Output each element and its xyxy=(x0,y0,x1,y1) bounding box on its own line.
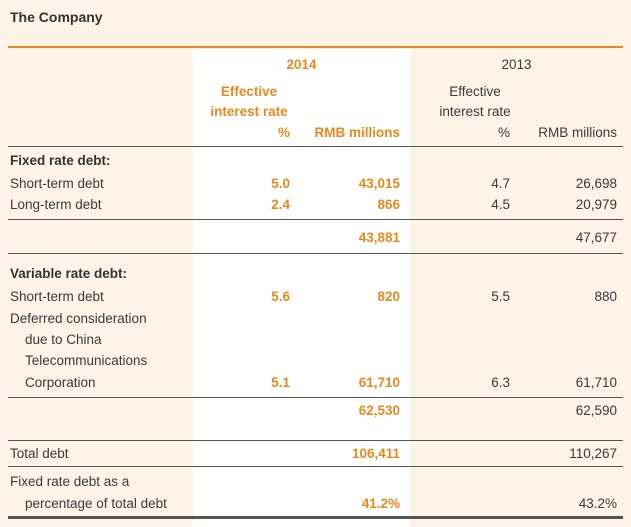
bottom-rule xyxy=(8,516,623,519)
fixed-subtotal-2013: 47,677 xyxy=(575,230,617,245)
variable-subtotal-2013: 62,590 xyxy=(575,403,617,418)
total-debt-2014: 106,411 xyxy=(351,446,400,461)
percentage-label-line2: percentage of total debt xyxy=(25,496,167,511)
deferred-label-line2: due to China xyxy=(25,332,102,347)
fixed-row-label: Long-term debt xyxy=(10,197,102,212)
deferred-label-line3: Telecommunications xyxy=(25,353,148,368)
header-year-2014: 2014 xyxy=(286,57,317,72)
highlight-column-2014 xyxy=(193,49,410,527)
fixed-row-rate-2013: 4.5 xyxy=(491,197,510,212)
fixed-row-label: Short-term debt xyxy=(10,176,104,191)
fixed-row-amount-2014: 866 xyxy=(377,197,400,212)
deferred-label-line1: Deferred consideration xyxy=(10,311,147,326)
header-rmb-2014: RMB millions xyxy=(314,125,400,140)
variable-rate-heading: Variable rate debt: xyxy=(10,266,128,281)
fixed-row-amount-2013: 20,979 xyxy=(575,197,617,212)
fixed-row-rate-2014: 2.4 xyxy=(271,197,290,212)
variable-row-amount-2013: 880 xyxy=(594,289,617,304)
deferred-amount-2014: 61,710 xyxy=(358,375,400,390)
fixed-row-rate-2013: 4.7 xyxy=(491,176,510,191)
variable-subtotal-rule xyxy=(8,397,623,398)
header-pct-2013: % xyxy=(497,125,510,140)
total-bottom-rule xyxy=(8,466,623,467)
header-interest-rate-2014: interest rate xyxy=(210,104,288,119)
fixed-rate-heading: Fixed rate debt: xyxy=(10,153,111,168)
fixed-row-rate-2014: 5.0 xyxy=(271,176,290,191)
percentage-2014: 41.2% xyxy=(361,496,400,511)
variable-row-rate-2013: 5.5 xyxy=(491,289,510,304)
total-debt-2013: 110,267 xyxy=(569,446,617,461)
header-rule xyxy=(8,146,623,147)
deferred-label-line4: Corporation xyxy=(25,375,96,390)
top-rule xyxy=(8,46,623,48)
deferred-rate-2013: 6.3 xyxy=(491,375,510,390)
header-rmb-2013: RMB millions xyxy=(538,125,617,140)
variable-row-amount-2014: 820 xyxy=(377,289,400,304)
fixed-subtotal-2014: 43,881 xyxy=(358,230,400,245)
deferred-amount-2013: 61,710 xyxy=(575,375,617,390)
header-interest-rate-2013: interest rate xyxy=(439,104,511,119)
percentage-label-line1: Fixed rate debt as a xyxy=(10,474,130,489)
header-year-2013: 2013 xyxy=(501,57,532,72)
variable-row-rate-2014: 5.6 xyxy=(271,289,290,304)
variable-subtotal-2014: 62,530 xyxy=(358,403,400,418)
total-debt-label: Total debt xyxy=(10,446,69,461)
fixed-row-amount-2014: 43,015 xyxy=(358,176,400,191)
total-top-rule xyxy=(8,440,623,441)
deferred-rate-2014: 5.1 xyxy=(271,375,290,390)
header-pct-2014: % xyxy=(277,125,290,140)
header-effective-2014: Effective xyxy=(220,84,278,99)
table-title: The Company xyxy=(10,9,103,25)
percentage-2013: 43.2% xyxy=(578,496,617,511)
header-effective-2013: Effective xyxy=(449,84,501,99)
variable-row-label: Short-term debt xyxy=(10,289,104,304)
fixed-row-amount-2013: 26,698 xyxy=(575,176,617,191)
fixed-subtotal-rule xyxy=(8,219,623,220)
fixed-bottom-rule xyxy=(8,253,623,254)
